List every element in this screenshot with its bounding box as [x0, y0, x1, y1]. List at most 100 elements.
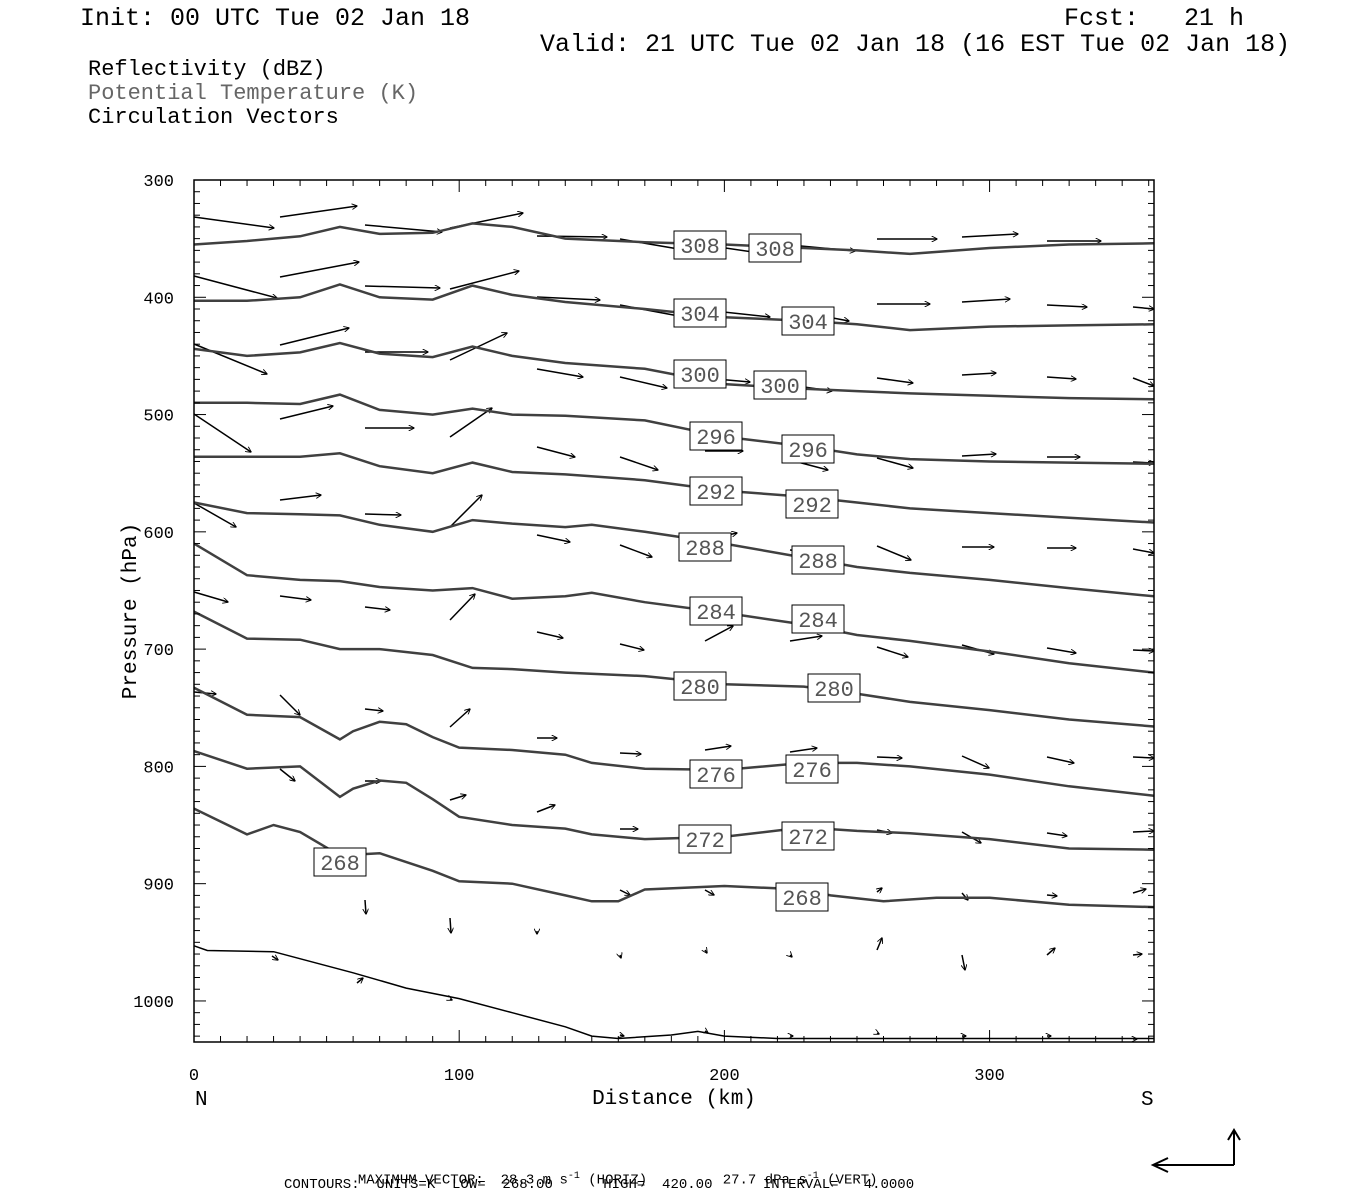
circulation-vector: [536, 534, 570, 542]
circulation-vector: [449, 333, 507, 361]
y-tick-label: 500: [143, 408, 174, 427]
legend-reflectivity: Reflectivity (dBZ): [88, 57, 326, 82]
theta-contour-296: [194, 393, 1155, 466]
contour-label-box: [753, 370, 807, 400]
contour-label-box: [781, 821, 835, 851]
circulation-vector: [193, 502, 236, 527]
contour-label-box: [673, 671, 727, 701]
contour-label: 300: [680, 364, 720, 389]
circulation-vector: [1132, 831, 1154, 832]
circulation-vector: [279, 768, 295, 781]
contour-label-box: [673, 298, 727, 328]
contour-label-box: [678, 824, 732, 854]
contour-label: 308: [680, 235, 720, 260]
contour-label-box: [807, 673, 861, 703]
circulation-vector: [1132, 548, 1154, 553]
circulation-vector: [1132, 377, 1154, 386]
circulation-vector: [365, 899, 366, 914]
max-vector-vert-tag: (VERT): [827, 1172, 878, 1189]
contour-label-box: [673, 230, 727, 260]
circulation-vector: [193, 413, 251, 452]
circulation-vector: [789, 636, 822, 642]
circulation-vector: [877, 888, 882, 892]
circulation-vector: [876, 757, 902, 758]
contour-label: 308: [755, 238, 795, 263]
y-tick-label: 1000: [133, 994, 174, 1013]
circulation-vector: [1046, 948, 1055, 956]
circulation-vector: [961, 454, 996, 456]
circulation-vector: [536, 296, 600, 300]
circulation-vector: [193, 343, 267, 374]
circulation-vector: [1046, 305, 1087, 307]
circulation-vector: [449, 795, 466, 801]
circulation-vector: [1046, 377, 1076, 379]
forecast-hour: Fcst: 21 h: [1064, 4, 1245, 33]
x-axis-label: Distance (km): [592, 1088, 756, 1111]
y-tick-label: 900: [143, 877, 174, 896]
circulation-vector: [271, 956, 278, 960]
contour-label: 288: [685, 537, 725, 562]
circulation-vector: [279, 206, 357, 218]
circulation-vector: [877, 1033, 879, 1034]
valid-time: Valid: 21 UTC Tue 02 Jan 18 (16 EST Tue …: [540, 30, 1291, 59]
circulation-vector: [364, 606, 390, 610]
theta-contour-308: [193, 222, 1155, 256]
circulation-vector: [1132, 650, 1154, 651]
circulation-vector: [449, 271, 519, 290]
x-tick-label: 0: [189, 1067, 199, 1086]
contour-label: 292: [696, 481, 736, 506]
contour-label-box: [689, 759, 743, 789]
circulation-vector: [704, 626, 733, 642]
circulation-vector: [536, 368, 583, 377]
x-end-label-south: S: [1141, 1089, 1154, 1112]
legend-potential-temperature: Potential Temperature (K): [88, 81, 419, 106]
contour-label-box: [689, 596, 743, 626]
circulation-vector: [619, 544, 652, 557]
circulation-vector: [450, 999, 452, 1000]
contours-note: CONTOURS: UNITS=K LOW= 268.00 HIGH= 420.…: [284, 1177, 915, 1193]
contour-label-box: [313, 847, 367, 877]
circulation-vector: [364, 709, 383, 711]
circulation-vector: [704, 889, 714, 895]
circulation-vector: [193, 275, 277, 298]
circulation-vector: [1046, 833, 1067, 836]
max-vector-vertical: 27.7 dPa s: [722, 1172, 807, 1189]
circulation-vector: [536, 805, 555, 813]
circulation-vector: [449, 408, 492, 438]
theta-contour-304: [194, 283, 1155, 332]
circulation-vector: [279, 328, 349, 346]
plot-frame: [193, 179, 1155, 1043]
circulation-vector: [279, 595, 311, 600]
circulation-vector: [704, 746, 731, 751]
max-vector-horiz-tag: (HORIZ): [588, 1172, 648, 1189]
circulation-vector: [279, 495, 321, 501]
circulation-vector: [789, 748, 817, 753]
contour-label: 300: [760, 375, 800, 400]
circulation-vector: [619, 643, 644, 650]
contour-label-box: [785, 489, 839, 519]
contour-label-box: [785, 754, 839, 784]
circulation-vector: [961, 755, 989, 768]
contour-label: 268: [782, 887, 822, 912]
contour-label: 276: [696, 764, 736, 789]
x-tick-label: 200: [709, 1067, 740, 1086]
circulation-vector: [961, 299, 1010, 303]
theta-contour-280: [193, 610, 1155, 728]
theta-contour-276: [193, 686, 1155, 797]
contour-label-box: [791, 545, 845, 575]
contour-label-box: [673, 359, 727, 389]
circulation-vector: [619, 889, 630, 895]
circulation-vector: [962, 954, 965, 970]
x-tick-label: 100: [444, 1067, 475, 1086]
contour-label-box: [748, 233, 802, 263]
y-tick-label: 300: [143, 173, 174, 192]
circulation-vector: [620, 955, 621, 958]
theta-contour-284: [193, 542, 1155, 674]
theta-contour-300: [193, 341, 1155, 401]
circulation-vector: [619, 376, 667, 388]
axis-ticks: [193, 179, 1154, 1042]
contour-label-box: [775, 882, 829, 912]
contour-label: 272: [788, 826, 828, 851]
maximum-vector-note: MAXIMUM VECTOR: 28.3 m s-1 (HORIZ) 27.7 …: [341, 1158, 878, 1188]
circulation-vector: [356, 978, 363, 983]
